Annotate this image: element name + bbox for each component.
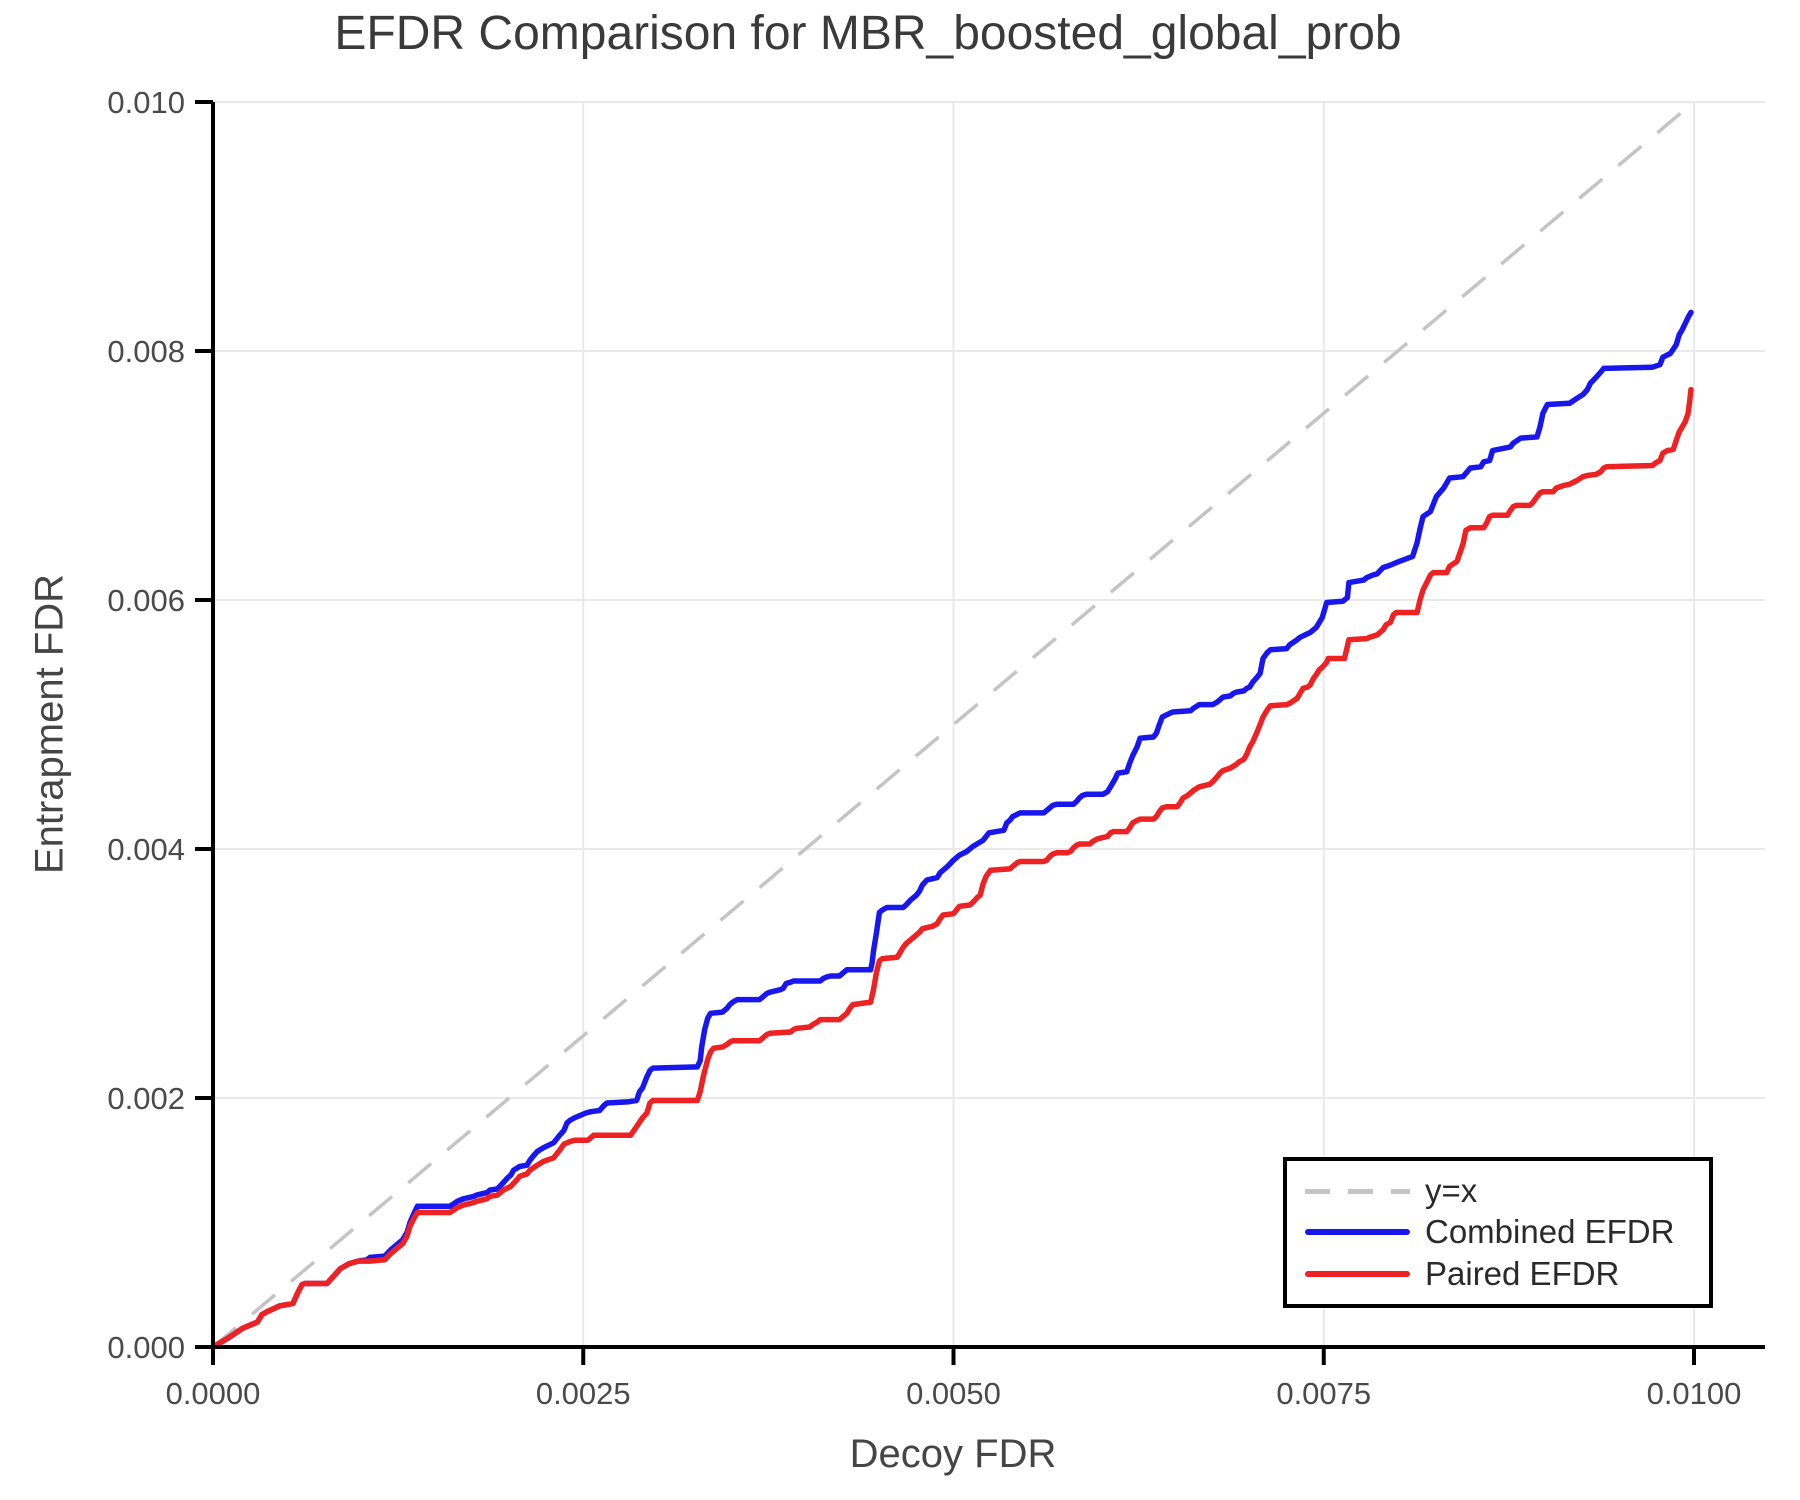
legend-label-yx: y=x (1425, 1172, 1478, 1210)
x-axis-label: Decoy FDR (849, 1432, 1057, 1476)
legend-item-yx: y=x (1305, 1172, 1703, 1210)
y-tick-label: 0.008 (107, 334, 185, 369)
legend-line-paired (1305, 1270, 1410, 1277)
legend-label-paired: Paired EFDR (1425, 1254, 1620, 1292)
y-tick-label: 0.006 (107, 583, 185, 618)
legend-item-combined: Combined EFDR (1305, 1214, 1703, 1250)
x-tick-label: 0.0100 (1647, 1376, 1742, 1411)
y-tick-label: 0.010 (107, 85, 185, 120)
legend: y=x Combined EFDR Paired EFDR (1283, 1157, 1713, 1308)
y-tick-label: 0.002 (107, 1081, 185, 1116)
y-tick-label: 0.004 (107, 832, 185, 867)
x-tick-label: 0.0075 (1276, 1376, 1371, 1411)
series-line-combined-efdr (210, 309, 1694, 1350)
x-tick-label: 0.0025 (536, 1376, 631, 1411)
x-tick-label: 0.0000 (166, 1376, 261, 1411)
reference-line-yx (211, 100, 1696, 1349)
legend-label-combined: Combined EFDR (1425, 1213, 1675, 1251)
legend-item-paired: Paired EFDR (1305, 1254, 1703, 1292)
legend-line-combined (1305, 1229, 1410, 1236)
series-line-paired-efdr (210, 386, 1694, 1350)
y-axis-label: Entrapment FDR (27, 573, 72, 875)
x-tick-label: 0.0050 (906, 1376, 1001, 1411)
legend-line-dashed (1305, 1188, 1410, 1194)
chart-title: EFDR Comparison for MBR_boosted_global_p… (334, 7, 1402, 60)
y-tick-label: 0.000 (107, 1330, 185, 1365)
